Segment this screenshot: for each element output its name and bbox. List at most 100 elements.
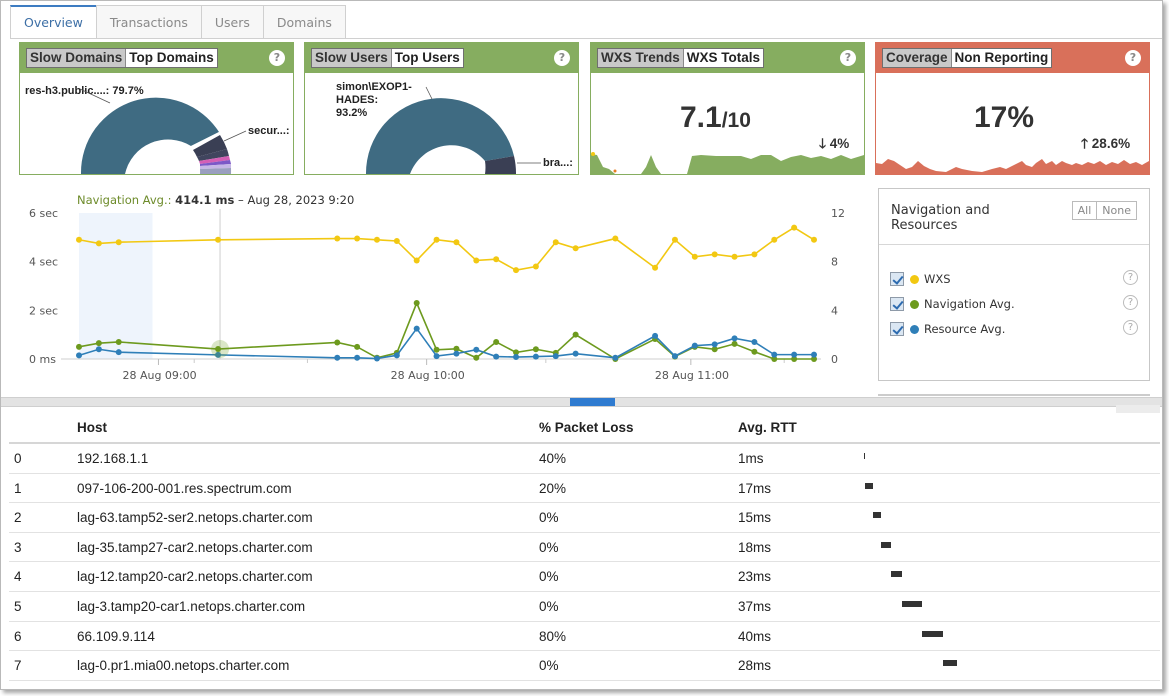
table-row[interactable]: 5 lag-3.tamp20-car1.netops.charter.com 0% 3… (9, 592, 1160, 622)
donut-slice-2[interactable] (193, 135, 227, 157)
slow-domains-button[interactable]: Slow Domains (27, 49, 127, 67)
tab-users[interactable]: Users (200, 5, 264, 39)
data-point[interactable] (334, 339, 341, 346)
data-point[interactable] (493, 338, 500, 345)
data-point[interactable] (811, 351, 817, 358)
help-icon[interactable]: ? (1123, 270, 1138, 285)
legend-item-wxs[interactable]: WXS (890, 272, 951, 286)
data-point[interactable] (532, 353, 539, 360)
table-row[interactable]: 3 lag-35.tamp27-car2.netops.charter.com 0%… (9, 533, 1160, 563)
data-point[interactable] (393, 237, 400, 244)
data-point[interactable] (334, 235, 341, 242)
donut-slice-2[interactable] (485, 156, 517, 174)
data-point[interactable] (771, 356, 778, 362)
data-point[interactable] (473, 257, 480, 264)
data-point[interactable] (711, 251, 718, 258)
none-button[interactable]: None (1096, 201, 1137, 220)
help-icon[interactable]: ? (1123, 295, 1138, 310)
data-point[interactable] (413, 325, 420, 332)
pane-splitter[interactable] (1, 397, 1162, 407)
data-point[interactable] (711, 346, 718, 353)
navigation-checkbox[interactable] (890, 297, 904, 311)
donut-slice-7[interactable] (200, 168, 232, 174)
data-point[interactable] (791, 351, 798, 358)
top-domains-button[interactable]: Top Domains (129, 50, 214, 65)
data-point[interactable] (433, 236, 440, 243)
data-point[interactable] (811, 236, 817, 243)
donut-slice-main[interactable] (80, 97, 219, 174)
table-row[interactable]: 0 192.168.1.1 40% 1ms (9, 444, 1160, 474)
data-point[interactable] (453, 345, 460, 352)
data-point[interactable] (215, 236, 222, 243)
tab-overview[interactable]: Overview (10, 5, 97, 39)
data-point[interactable] (513, 354, 520, 361)
data-point[interactable] (751, 338, 758, 345)
top-users-button[interactable]: Top Users (394, 50, 460, 65)
tab-transactions[interactable]: Transactions (95, 5, 202, 39)
data-point[interactable] (552, 353, 559, 360)
data-point[interactable] (115, 349, 122, 356)
data-point[interactable] (413, 257, 420, 264)
all-button[interactable]: All (1071, 201, 1098, 220)
data-point[interactable] (652, 332, 659, 339)
data-point[interactable] (373, 236, 380, 243)
data-point[interactable] (612, 354, 619, 361)
data-point[interactable] (731, 335, 738, 342)
data-point[interactable] (115, 239, 122, 246)
rtt-column-header[interactable]: Avg. RTT (738, 420, 797, 435)
selection-band[interactable] (79, 213, 153, 359)
data-point[interactable] (731, 340, 738, 347)
data-point[interactable] (771, 236, 778, 243)
navigation-chart[interactable]: 6 sec 4 sec 2 sec 0 ms 12 8 4 0 28 Aug 09:00 28 A… (1, 187, 861, 387)
data-point[interactable] (612, 235, 619, 242)
data-point[interactable] (751, 348, 758, 355)
data-point[interactable] (76, 236, 82, 243)
data-point[interactable] (473, 346, 480, 353)
legend-item-navigation[interactable]: Navigation Avg. (890, 297, 1015, 311)
table-row[interactable]: 4 lag-12.tamp20-car2.netops.charter.com 0%… (9, 562, 1160, 592)
splitter-handle[interactable] (570, 398, 615, 406)
donut-slice-4[interactable] (199, 156, 230, 164)
data-point[interactable] (95, 240, 102, 247)
data-point[interactable] (532, 263, 539, 270)
data-point[interactable] (215, 351, 222, 358)
help-icon[interactable]: ? (1125, 50, 1141, 66)
data-point[interactable] (552, 239, 559, 246)
data-point[interactable] (711, 341, 718, 348)
data-point[interactable] (691, 342, 698, 349)
data-point[interactable] (572, 245, 579, 252)
donut-slice-3[interactable] (197, 149, 229, 161)
host-column-header[interactable]: Host (77, 420, 107, 435)
data-point[interactable] (811, 356, 817, 362)
wxs-checkbox[interactable] (890, 272, 904, 286)
data-point[interactable] (95, 340, 102, 347)
data-point[interactable] (453, 350, 460, 357)
non-reporting-button[interactable]: Non Reporting (954, 50, 1049, 65)
data-point[interactable] (691, 253, 698, 260)
data-point[interactable] (354, 235, 361, 242)
data-point[interactable] (76, 352, 82, 359)
data-point[interactable] (433, 346, 440, 353)
tab-domains[interactable]: Domains (262, 5, 346, 39)
wxs-trends-button[interactable]: WXS Trends (598, 49, 684, 67)
data-point[interactable] (413, 300, 420, 307)
data-point[interactable] (731, 253, 738, 260)
donut-slice-6[interactable] (200, 164, 232, 169)
resource-checkbox[interactable] (890, 322, 904, 336)
data-point[interactable] (652, 264, 659, 271)
data-point[interactable] (493, 353, 500, 360)
data-point[interactable] (572, 350, 579, 357)
table-row[interactable]: 7 lag-0.pr1.mia00.netops.charter.com 0% 28m… (9, 651, 1160, 681)
table-row[interactable]: 6 66.109.9.114 80% 40ms (9, 622, 1160, 652)
data-point[interactable] (572, 331, 579, 338)
help-icon[interactable]: ? (269, 50, 285, 66)
data-point[interactable] (751, 251, 758, 258)
help-icon[interactable]: ? (1123, 320, 1138, 335)
data-point[interactable] (513, 349, 520, 356)
data-point[interactable] (791, 356, 798, 362)
data-point[interactable] (95, 346, 102, 353)
table-row[interactable]: 2 lag-63.tamp52-ser2.netops.charter.com 0%… (9, 503, 1160, 533)
data-point[interactable] (334, 354, 341, 361)
data-point[interactable] (354, 343, 361, 350)
donut-slice-main[interactable] (365, 98, 514, 174)
